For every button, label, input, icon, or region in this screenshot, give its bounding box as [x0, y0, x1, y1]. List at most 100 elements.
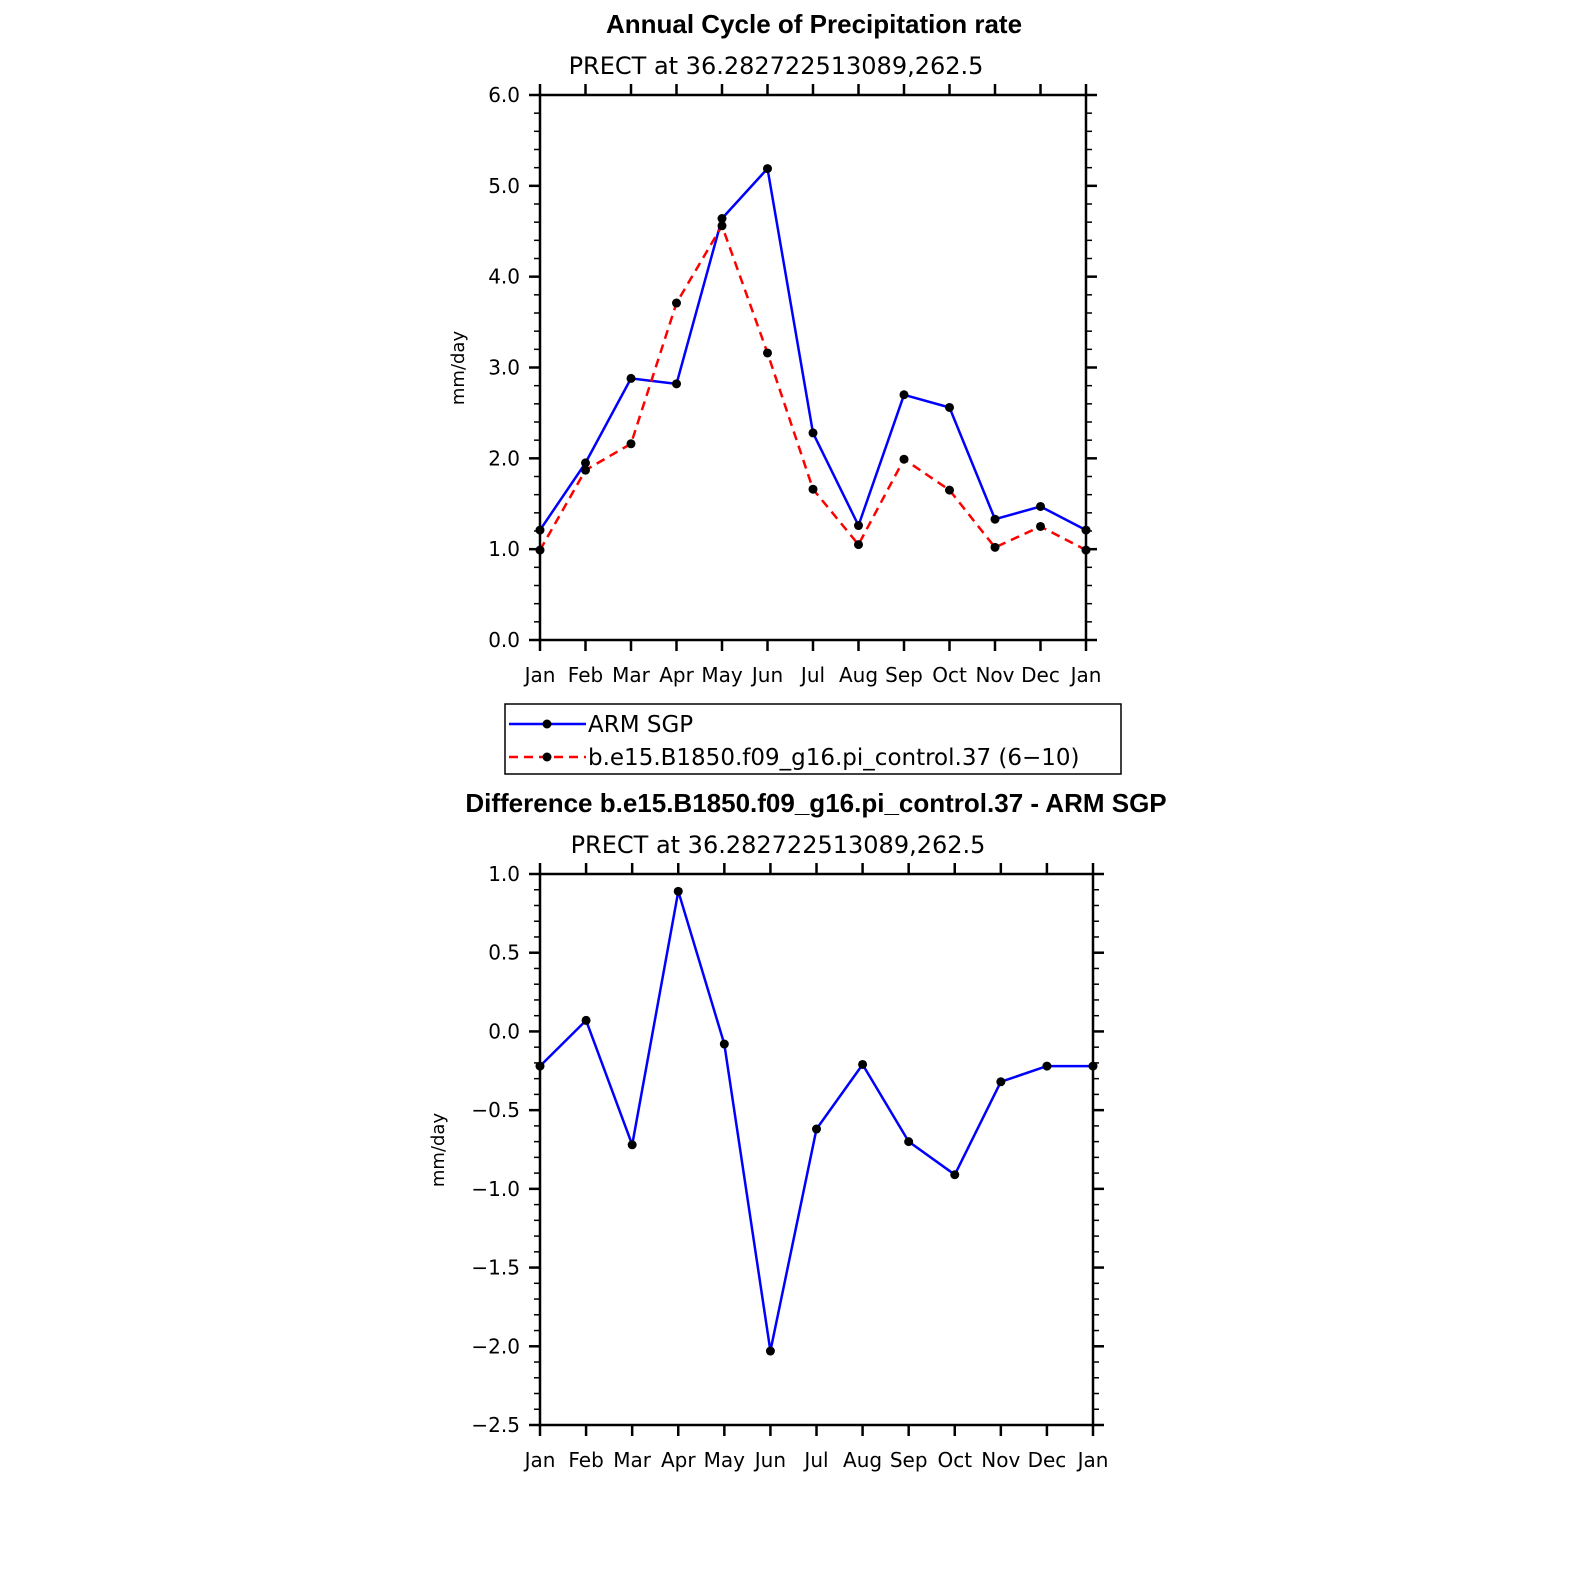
- bottom-series-0-point: [581, 1015, 591, 1025]
- top-x-tick-label: Nov: [975, 663, 1014, 687]
- top-y-tick-label: 0.0: [488, 628, 520, 652]
- top-series-0-point: [899, 390, 909, 400]
- top-series-1-point: [535, 545, 545, 555]
- bottom-y-tick-label: −2.0: [471, 1334, 520, 1358]
- bottom-series-0-point: [719, 1039, 729, 1049]
- bottom-x-tick-label: Jun: [753, 1448, 786, 1472]
- top-x-tick-label: Dec: [1021, 663, 1060, 687]
- bottom-plot-frame: [538, 872, 1095, 1427]
- legend-label-model: b.e15.B1850.f09_g16.pi_control.37 (6−10): [588, 745, 1080, 771]
- top-x-tick-label: Jul: [799, 663, 825, 687]
- top-series-0-point: [1036, 501, 1045, 511]
- top-series-0-point: [717, 214, 727, 224]
- bottom-series-0-point: [765, 1346, 775, 1356]
- bottom-y-tick-label: −0.5: [471, 1098, 520, 1122]
- bottom-series-0-point: [535, 1061, 545, 1071]
- top-x-tick-label: Apr: [659, 663, 694, 687]
- top-x-tick-label: Aug: [839, 663, 878, 687]
- bottom-y-tick-label: 0.5: [488, 941, 520, 965]
- bottom-y-tick-label: −1.0: [471, 1177, 520, 1201]
- top-chart-title: Annual Cycle of Precipitation rate: [606, 9, 1022, 39]
- top-x-tick-label: May: [701, 663, 743, 687]
- bottom-chart-subtitle: PRECT at 36.282722513089,262.5: [571, 831, 986, 859]
- top-series-0-point: [945, 402, 954, 412]
- bottom-series-0-point: [627, 1140, 637, 1150]
- top-series-0-point: [1081, 525, 1091, 535]
- top-series-0-point: [672, 379, 681, 389]
- legend-label-arm-sgp: ARM SGP: [588, 712, 693, 738]
- top-x-tick-label: Oct: [932, 663, 967, 687]
- top-y-tick-label: 2.0: [488, 446, 520, 470]
- top-series-1-point: [990, 542, 1000, 552]
- top-series-0-point: [854, 521, 863, 531]
- top-series-1-point: [899, 454, 909, 464]
- bottom-x-tick-label: Apr: [661, 1448, 696, 1472]
- bottom-chart-title: Difference b.e15.B1850.f09_g16.pi_contro…: [465, 788, 1166, 818]
- top-chart-ylabel: mm/day: [448, 331, 469, 406]
- top-x-tick-label: Jan: [523, 663, 556, 687]
- top-series-1-point: [626, 439, 636, 449]
- top-x-tick-label: Mar: [612, 663, 651, 687]
- bottom-x-tick-label: Jul: [802, 1448, 828, 1472]
- top-y-tick-label: 3.0: [488, 356, 520, 380]
- bottom-chart-ylabel: mm/day: [428, 1113, 449, 1188]
- top-series-1-point: [1036, 521, 1045, 531]
- legend-box: [504, 703, 1122, 775]
- top-series-1-point: [581, 465, 590, 475]
- top-series-1-point: [763, 348, 772, 358]
- top-series-1-point: [717, 221, 727, 231]
- top-series-0-point: [626, 373, 636, 383]
- bottom-chart-plot: Jan Feb Mar Apr May Jun Jul Aug Sep Oct Nov Dec Jan−…: [471, 862, 1108, 1472]
- top-series-1-point: [1081, 545, 1091, 555]
- bottom-x-tick-label: Aug: [843, 1448, 882, 1472]
- top-x-tick-label: Jan: [1069, 663, 1102, 687]
- top-series-1-point: [808, 484, 818, 494]
- bottom-y-tick-label: −2.5: [471, 1413, 520, 1437]
- bottom-series-0-point: [673, 886, 683, 896]
- bottom-y-tick-label: 0.0: [488, 1019, 520, 1043]
- bottom-series-0-point: [950, 1170, 960, 1180]
- top-plot-frame: [538, 93, 1088, 642]
- top-series-1-point: [854, 540, 863, 550]
- top-y-tick-label: 5.0: [488, 174, 520, 198]
- bottom-series-0-point: [812, 1124, 821, 1134]
- top-y-tick-label: 1.0: [488, 537, 520, 561]
- bottom-series-0-point: [1042, 1061, 1052, 1071]
- bottom-series-0-point: [904, 1137, 914, 1147]
- top-series-0-point: [535, 525, 545, 535]
- top-series-0-point: [763, 164, 772, 174]
- top-y-tick-label: 4.0: [488, 265, 520, 289]
- bottom-x-tick-label: Oct: [937, 1448, 972, 1472]
- top-x-tick-label: Feb: [568, 663, 603, 687]
- bottom-x-tick-label: Dec: [1028, 1448, 1067, 1472]
- legend: ARM SGP b.e15.B1850.f09_g16.pi_control.3…: [504, 703, 1122, 775]
- top-series-1-point: [672, 298, 681, 308]
- top-series-1-point: [945, 485, 954, 495]
- legend-marker-model: [542, 752, 552, 762]
- top-chart-subtitle: PRECT at 36.282722513089,262.5: [569, 52, 984, 80]
- bottom-x-tick-label: Jan: [523, 1448, 556, 1472]
- bottom-x-tick-label: May: [704, 1448, 746, 1472]
- bottom-series-0-point: [996, 1077, 1006, 1087]
- top-series-0-line: [538, 167, 1087, 532]
- bottom-y-tick-label: 1.0: [488, 862, 520, 886]
- top-series-1-line: [538, 224, 1087, 552]
- top-x-tick-label: Jun: [750, 663, 783, 687]
- bottom-x-tick-label: Sep: [890, 1448, 928, 1472]
- bottom-series-0-line: [539, 890, 1093, 1353]
- top-x-tick-label: Sep: [885, 663, 923, 687]
- top-chart-plot: Jan Feb Mar Apr May Jun Jul Aug Sep Oct Nov Dec Jan0…: [488, 83, 1101, 687]
- legend-marker-arm-sgp: [542, 719, 552, 729]
- top-series-0-point: [581, 458, 590, 468]
- top-series-0-point: [990, 514, 1000, 524]
- top-series-0-point: [808, 428, 818, 438]
- bottom-x-tick-label: Mar: [613, 1448, 652, 1472]
- bottom-series-0-point: [858, 1059, 868, 1069]
- bottom-series-0-point: [1088, 1061, 1098, 1071]
- bottom-x-tick-label: Jan: [1076, 1448, 1109, 1472]
- bottom-y-tick-label: −1.5: [471, 1256, 520, 1280]
- top-y-tick-label: 6.0: [488, 83, 520, 107]
- bottom-x-tick-label: Nov: [981, 1448, 1020, 1472]
- bottom-x-tick-label: Feb: [568, 1448, 603, 1472]
